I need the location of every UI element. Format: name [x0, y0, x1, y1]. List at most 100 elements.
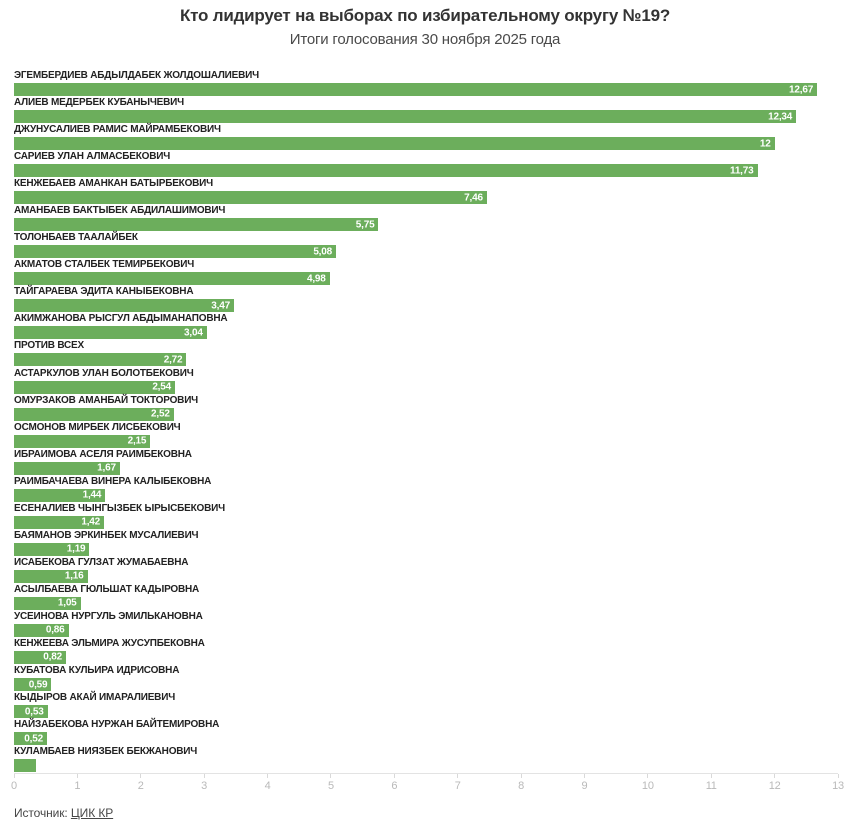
- tick-label: 2: [137, 780, 144, 792]
- bar-row: АКИМЖАНОВА РЫСГУЛ АБДЫМАНАПОВНА 3,04: [14, 313, 838, 340]
- bar-row: УСЕИНОВА НУРГУЛЬ ЭМИЛЬКАНОВНА 0,86: [14, 611, 838, 638]
- value-label: 0,59: [28, 679, 48, 691]
- result-bar: 2,15: [14, 434, 151, 448]
- bar-row: КУЛАМБАЕВ НИЯЗБЕК БЕКЖАНОВИЧ: [14, 746, 838, 773]
- bar-row: ТАЙГАРАЕВА ЭДИТА КАНЫБЕКОВНА 3,47: [14, 286, 838, 313]
- candidate-label: САРИЕВ УЛАН АЛМАСБЕКОВИЧ: [14, 151, 171, 163]
- x-axis-tick: 6: [391, 774, 400, 792]
- bar-row: ЕСЕНАЛИЕВ ЧЫНГЫЗБЕК ЫРЫСБЕКОВИЧ 1,42: [14, 503, 838, 530]
- result-bar: 2,72: [14, 353, 187, 367]
- result-bar: 3,04: [14, 326, 207, 340]
- candidate-label: ПРОТИВ ВСЕХ: [14, 340, 85, 352]
- candidate-label: КУБАТОВА КУЛЬИРА ИДРИСОВНА: [14, 665, 180, 677]
- result-bar: [14, 759, 37, 773]
- tick-mark: [13, 774, 15, 778]
- tick-mark: [393, 774, 395, 778]
- result-bar: 0,82: [14, 650, 66, 664]
- tick-mark: [583, 774, 585, 778]
- bar-row: НАЙЗАБЕКОВА НУРЖАН БАЙТЕМИРОВНА 0,52: [14, 719, 838, 746]
- result-bar: 1,67: [14, 461, 120, 475]
- tick-mark: [774, 774, 776, 778]
- result-bar: 5,75: [14, 218, 379, 232]
- candidate-label: КЕНЖЕЕВА ЭЛЬМИРА ЖУСУПБЕКОВНА: [14, 637, 205, 649]
- bar-row: ЭГЕМБЕРДИЕВ АБДЫЛДАБЕК ЖОЛДОШАЛИЕВИЧ 12,6…: [14, 70, 838, 97]
- candidate-label: КУЛАМБАЕВ НИЯЗБЕК БЕКЖАНОВИЧ: [14, 746, 198, 758]
- result-bar: 0,59: [14, 678, 52, 692]
- tick-label: 12: [768, 780, 781, 792]
- tick-mark: [710, 774, 712, 778]
- value-label: 1,67: [97, 462, 116, 474]
- source-link[interactable]: ЦИК КР: [70, 806, 114, 820]
- bar-row: КЕНЖЕЕВА ЭЛЬМИРА ЖУСУПБЕКОВНА 0,82: [14, 638, 838, 665]
- value-label: 12: [759, 138, 771, 150]
- x-axis-tick: 9: [581, 774, 590, 792]
- candidate-label: АМАНБАЕВ БАКТЫБЕК АБДИЛАШИМОВИЧ: [14, 205, 226, 217]
- bar-row: КЕНЖЕБАЕВ АМАНКАН БАТЫРБЕКОВИЧ 7,46: [14, 178, 838, 205]
- x-axis-tick: 13: [832, 774, 850, 792]
- result-bar: 1,16: [14, 569, 88, 583]
- value-label: 1,44: [82, 489, 102, 501]
- tick-mark: [837, 774, 839, 778]
- tick-label: 5: [327, 780, 334, 792]
- tick-label: 3: [201, 780, 208, 792]
- x-axis-tick: 0: [11, 774, 20, 792]
- candidate-label: АКМАТОВ СТАЛБЕК ТЕМИРБЕКОВИЧ: [14, 259, 195, 271]
- candidate-label: ИБРАИМОВА АСЕЛЯ РАИМБЕКОВНА: [14, 448, 192, 460]
- result-bar: 1,05: [14, 596, 81, 610]
- tick-label: 8: [518, 780, 525, 792]
- result-bar: 1,44: [14, 488, 106, 502]
- result-bar: 7,46: [14, 191, 487, 205]
- value-label: 0,82: [43, 651, 62, 663]
- result-bar: 5,08: [14, 245, 336, 259]
- value-label: 5,75: [355, 219, 375, 231]
- bar-row: БАЯМАНОВ ЭРКИНБЕК МУСАЛИЕВИЧ 1,19: [14, 530, 838, 557]
- value-label: 0,53: [24, 706, 44, 718]
- tick-mark: [520, 774, 522, 778]
- result-bar: 2,52: [14, 407, 174, 421]
- tick-mark: [647, 774, 649, 778]
- value-label: 1,05: [57, 597, 77, 609]
- tick-mark: [330, 774, 332, 778]
- result-bar: 4,98: [14, 272, 330, 286]
- candidate-label: БАЯМАНОВ ЭРКИНБЕК МУСАЛИЕВИЧ: [14, 529, 199, 541]
- x-axis-tick: 12: [769, 774, 787, 792]
- value-label: 2,52: [151, 408, 170, 420]
- result-bar: 1,19: [14, 542, 90, 556]
- result-bar: 1,42: [14, 515, 104, 529]
- x-axis-tick: 2: [137, 774, 147, 792]
- tick-label: 11: [705, 780, 717, 792]
- tick-label: 13: [832, 780, 844, 792]
- value-label: 2,54: [152, 381, 171, 393]
- bar-row: ИСАБЕКОВА ГУЛЗАТ ЖУМАБАЕВНА 1,16: [14, 557, 838, 584]
- bar-row: САРИЕВ УЛАН АЛМАСБЕКОВИЧ 11,73: [14, 151, 838, 178]
- tick-mark: [267, 774, 269, 778]
- value-label: 4,98: [306, 273, 326, 285]
- value-label: 2,72: [163, 354, 183, 366]
- result-bar: 0,86: [14, 623, 69, 637]
- tick-label: 7: [454, 780, 461, 792]
- value-label: 0,52: [24, 733, 43, 745]
- candidate-label: АСТАРКУЛОВ УЛАН БОЛОТБЕКОВИЧ: [14, 367, 194, 379]
- bar-row: КУБАТОВА КУЛЬИРА ИДРИСОВНА 0,59: [14, 665, 838, 692]
- bar-row: ИБРАИМОВА АСЕЛЯ РАИМБЕКОВНА 1,67: [14, 449, 838, 476]
- tick-label: 4: [264, 780, 271, 792]
- candidate-label: ДЖУНУСАЛИЕВ РАМИС МАЙРАМБЕКОВИЧ: [14, 124, 221, 136]
- bar-chart-plot: ЭГЕМБЕРДИЕВ АБДЫЛДАБЕК ЖОЛДОШАЛИЕВИЧ 12,6…: [14, 70, 838, 773]
- x-axis-tick: 7: [454, 774, 464, 792]
- value-label: 3,47: [211, 300, 230, 312]
- value-label: 2,15: [127, 435, 147, 447]
- tick-mark: [140, 774, 142, 778]
- chart-header: Кто лидирует на выборах по избирательном…: [0, 6, 850, 48]
- value-label: 1,42: [81, 516, 100, 528]
- bar-row: ОСМОНОВ МИРБЕК ЛИСБЕКОВИЧ 2,15: [14, 422, 838, 449]
- chart-subtitle: Итоги голосования 30 ноября 2025 года: [289, 31, 561, 48]
- bar-row: ПРОТИВ ВСЕХ 2,72: [14, 340, 838, 367]
- tick-label: 10: [641, 780, 654, 792]
- result-bar: 2,54: [14, 380, 175, 394]
- bar-row: ДЖУНУСАЛИЕВ РАМИС МАЙРАМБЕКОВИЧ 12: [14, 124, 838, 151]
- bar-row: ТОЛОНБАЕВ ТААЛАЙБЕК 5,08: [14, 232, 838, 259]
- candidate-label: ТОЛОНБАЕВ ТААЛАЙБЕК: [14, 232, 138, 244]
- candidate-label: ТАЙГАРАЕВА ЭДИТА КАНЫБЕКОВНА: [14, 286, 194, 298]
- bar-row: АКМАТОВ СТАЛБЕК ТЕМИРБЕКОВИЧ 4,98: [14, 259, 838, 286]
- value-label: 12,34: [768, 111, 793, 123]
